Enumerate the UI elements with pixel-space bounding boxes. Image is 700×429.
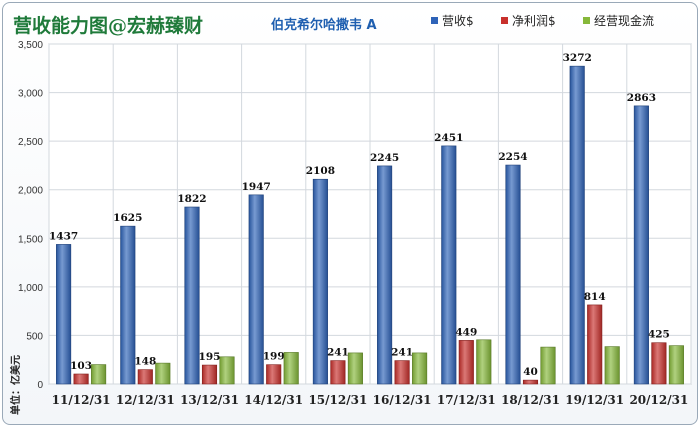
bar-revenue [569, 65, 585, 385]
bar-revenue [56, 244, 72, 385]
bar-net-profit [73, 373, 89, 385]
bar-net-profit [137, 369, 153, 385]
bar-net-profit [651, 342, 667, 385]
data-label: 2254 [498, 151, 527, 163]
data-label: 1947 [242, 181, 271, 193]
bar-operating-cash-flow [155, 362, 171, 385]
chart-canvas: 营收能力图@宏赫臻财 伯克希尔哈撒韦 A 营收$ 净利润$ 经营现金流 0 500 1,… [9, 13, 692, 415]
y-tick-label: 0 [37, 380, 43, 391]
bar-revenue [633, 105, 649, 385]
legend-swatch [501, 17, 508, 24]
bar-net-profit [587, 304, 603, 385]
bar-operating-cash-flow [412, 352, 428, 385]
bar-revenue [312, 178, 328, 385]
data-label: 40 [523, 366, 538, 378]
y-tick-label: 2,500 [18, 137, 43, 148]
data-label: 2451 [434, 132, 463, 144]
data-label: 241 [391, 347, 413, 359]
x-tick-label: 15/12/31 [308, 393, 367, 407]
bar-operating-cash-flow [283, 352, 299, 385]
bar-operating-cash-flow [347, 352, 363, 385]
bar-net-profit [522, 379, 539, 385]
bar-net-profit [458, 340, 474, 385]
x-tick-label: 19/12/31 [565, 393, 624, 407]
x-tick-label: 11/12/31 [52, 393, 111, 407]
legend-swatch [431, 17, 438, 24]
data-label: 425 [648, 329, 670, 341]
x-tick-label: 17/12/31 [437, 393, 496, 407]
data-label: 199 [263, 351, 285, 363]
plot-area: 0 500 1,000 1,500 2,000 2,500 3,000 3,500 1437 10… [18, 40, 692, 407]
bar-revenue [120, 225, 136, 385]
data-label: 3272 [563, 52, 592, 64]
bar-net-profit [266, 364, 282, 385]
y-tick-label: 2,000 [18, 186, 43, 197]
x-tick-label: 16/12/31 [373, 393, 432, 407]
bar-operating-cash-flow [668, 345, 684, 385]
bar-revenue [377, 165, 393, 385]
legend-swatch [583, 17, 590, 24]
bar-revenue [505, 164, 521, 385]
data-label: 1437 [49, 230, 78, 242]
y-tick-label: 1,000 [18, 283, 43, 294]
bar-operating-cash-flow [219, 356, 235, 385]
x-tick-label: 20/12/31 [629, 393, 688, 407]
legend-label: 经营现金流 [594, 13, 654, 28]
bar-operating-cash-flow [604, 346, 620, 385]
y-tick-label: 3,000 [18, 89, 43, 100]
bar-operating-cash-flow [476, 339, 492, 385]
bar-operating-cash-flow [91, 364, 107, 385]
unit-label: 单位：亿美元 [9, 355, 22, 415]
chart-subtitle: 伯克希尔哈撒韦 A [271, 17, 377, 33]
chart-title: 营收能力图@宏赫臻财 [13, 14, 203, 37]
x-tick-label: 18/12/31 [501, 393, 560, 407]
data-label: 148 [134, 356, 156, 368]
data-label: 195 [199, 351, 221, 363]
y-tick-label: 500 [26, 331, 43, 342]
legend-label: 营收$ [442, 14, 474, 28]
bar-revenue [441, 145, 457, 385]
data-label: 2863 [627, 92, 656, 104]
x-tick-label: 14/12/31 [244, 393, 303, 407]
legend-label: 净利润$ [512, 14, 556, 28]
bar-revenue [184, 206, 200, 385]
bar-net-profit [330, 360, 346, 385]
data-label: 2108 [306, 165, 335, 177]
bar-net-profit [201, 364, 218, 385]
data-label: 103 [70, 360, 92, 372]
data-label: 241 [327, 347, 349, 359]
x-tick-label: 13/12/31 [180, 393, 239, 407]
bar-net-profit [394, 360, 410, 385]
data-label: 1822 [177, 193, 206, 205]
bar-operating-cash-flow [540, 346, 556, 385]
x-tick-label: 12/12/31 [116, 393, 175, 407]
legend: 营收$ 净利润$ 经营现金流 [431, 13, 654, 28]
data-label: 1625 [113, 212, 142, 224]
data-label: 449 [455, 326, 477, 338]
y-tick-label: 1,500 [18, 234, 43, 245]
bar-revenue [248, 194, 264, 385]
data-label: 814 [584, 291, 606, 303]
data-label: 2245 [370, 152, 399, 164]
y-tick-label: 3,500 [18, 40, 43, 51]
